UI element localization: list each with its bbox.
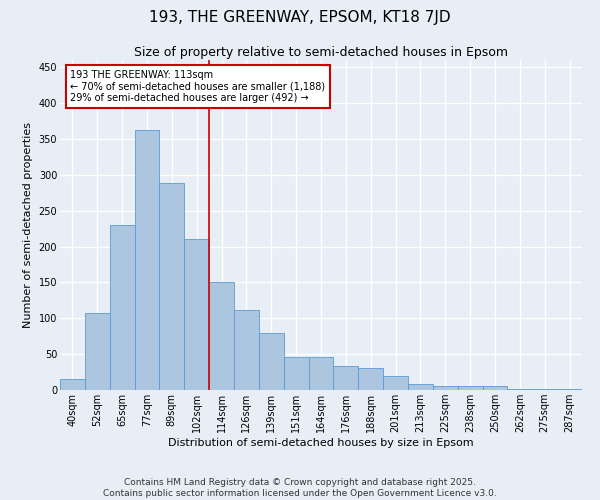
- Bar: [134, 130, 160, 390]
- Bar: [284, 357, 308, 390]
- Bar: [110, 225, 134, 390]
- Bar: [433, 386, 458, 390]
- Bar: [184, 238, 209, 390]
- Bar: [160, 184, 184, 390]
- Bar: [60, 379, 85, 390]
- Y-axis label: Number of semi-detached properties: Number of semi-detached properties: [23, 122, 33, 328]
- Bar: [234, 310, 259, 390]
- Bar: [358, 368, 383, 390]
- Text: Contains HM Land Registry data © Crown copyright and database right 2025.
Contai: Contains HM Land Registry data © Crown c…: [103, 478, 497, 498]
- Bar: [334, 366, 358, 390]
- Bar: [458, 386, 482, 390]
- Bar: [557, 388, 582, 390]
- Bar: [482, 386, 508, 390]
- Bar: [259, 334, 284, 390]
- Bar: [408, 384, 433, 390]
- Text: 193, THE GREENWAY, EPSOM, KT18 7JD: 193, THE GREENWAY, EPSOM, KT18 7JD: [149, 10, 451, 25]
- Bar: [209, 282, 234, 390]
- X-axis label: Distribution of semi-detached houses by size in Epsom: Distribution of semi-detached houses by …: [168, 438, 474, 448]
- Bar: [508, 388, 532, 390]
- Bar: [383, 376, 408, 390]
- Text: 193 THE GREENWAY: 113sqm
← 70% of semi-detached houses are smaller (1,188)
29% o: 193 THE GREENWAY: 113sqm ← 70% of semi-d…: [70, 70, 326, 103]
- Title: Size of property relative to semi-detached houses in Epsom: Size of property relative to semi-detach…: [134, 46, 508, 59]
- Bar: [308, 357, 334, 390]
- Bar: [85, 313, 110, 390]
